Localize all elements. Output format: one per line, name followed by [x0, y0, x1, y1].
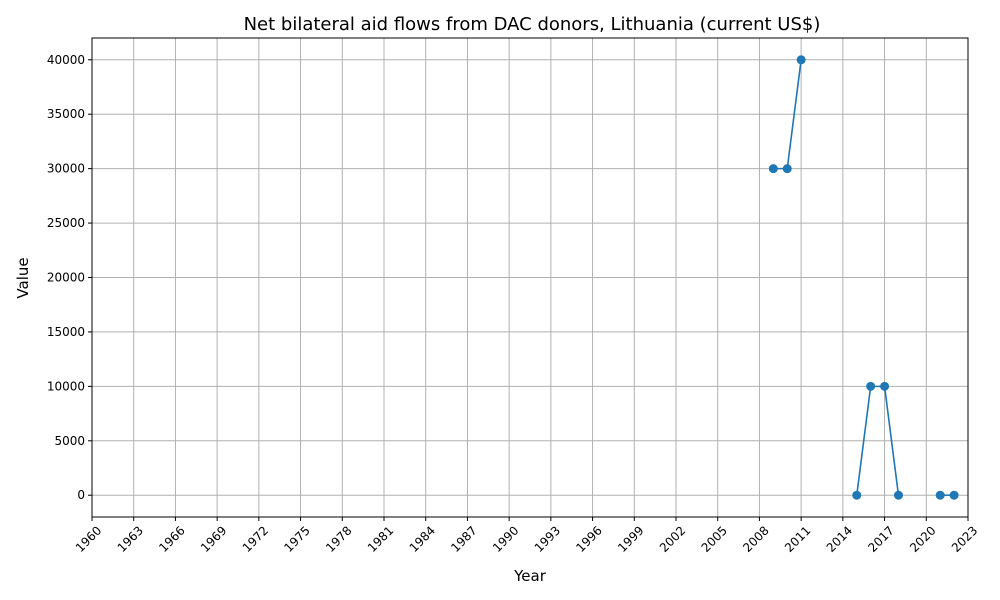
y-tick-label: 30000 — [47, 162, 85, 176]
x-tick-label: 1990 — [490, 523, 521, 554]
y-tick-label: 5000 — [54, 434, 85, 448]
grid-layer — [91, 38, 969, 517]
x-tick-label: 1975 — [281, 523, 312, 554]
plot-frame — [91, 37, 969, 518]
x-tick-label: 1993 — [532, 523, 563, 554]
x-tick-label: 2002 — [657, 523, 688, 554]
data-point — [866, 381, 876, 391]
x-tick-label: 1996 — [573, 523, 604, 554]
x-tick-label: 2008 — [740, 523, 771, 554]
data-point — [880, 381, 890, 391]
series-line — [855, 385, 900, 496]
x-axis-label: Year — [513, 567, 547, 585]
x-tick-label: 1972 — [240, 523, 271, 554]
x-tick-label: 2014 — [824, 523, 855, 554]
y-tick-label: 25000 — [47, 216, 85, 230]
data-point — [852, 490, 862, 500]
y-tick-label: 35000 — [47, 107, 85, 121]
chart-title: Net bilateral aid flows from DAC donors,… — [244, 14, 821, 35]
data-point — [949, 490, 959, 500]
x-tick-label: 1978 — [323, 523, 354, 554]
data-point — [796, 55, 806, 65]
x-tick-label: 1969 — [198, 523, 229, 554]
y-axis-label: Value — [14, 257, 32, 298]
tick-layer: 1960 1963 1966 1969 1972 1975 1978 1981 1984 1987… — [47, 53, 981, 555]
y-tick-label: 0 — [77, 488, 85, 502]
y-tick-label: 20000 — [47, 271, 85, 285]
x-tick-label: 1981 — [365, 523, 396, 554]
x-tick-label: 1984 — [407, 523, 438, 554]
x-tick-label: 1966 — [156, 523, 187, 554]
data-point — [782, 164, 792, 174]
x-tick-label: 1963 — [115, 523, 146, 554]
x-tick-label: 1999 — [615, 523, 646, 554]
x-tick-label: 2011 — [782, 523, 813, 554]
data-point — [893, 490, 903, 500]
x-tick-label: 2005 — [699, 523, 730, 554]
data-point — [768, 164, 778, 174]
y-tick-label: 40000 — [47, 53, 85, 67]
x-tick-label: 2020 — [907, 523, 938, 554]
x-tick-label: 2023 — [949, 523, 980, 554]
x-tick-label: 1987 — [448, 523, 479, 554]
data-layer — [768, 55, 959, 500]
x-tick-label: 1960 — [73, 523, 104, 554]
y-tick-label: 15000 — [47, 325, 85, 339]
data-point — [935, 490, 945, 500]
y-tick-label: 10000 — [47, 379, 85, 393]
x-tick-label: 2017 — [865, 523, 896, 554]
